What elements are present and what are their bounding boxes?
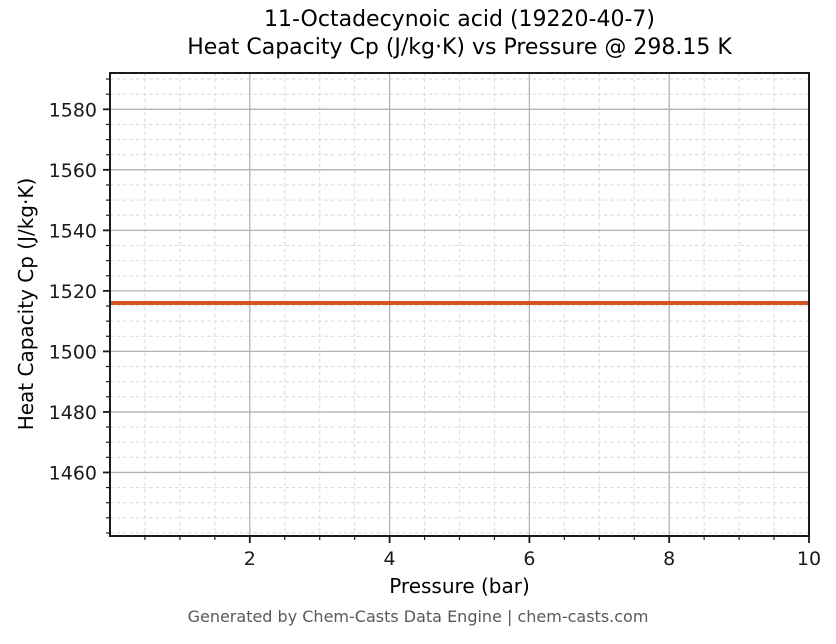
x-tick-label: 6 xyxy=(523,548,535,570)
y-tick-label: 1540 xyxy=(49,220,97,242)
x-tick-label: 4 xyxy=(384,548,396,570)
x-tick-label: 2 xyxy=(244,548,256,570)
x-tick-label: 8 xyxy=(663,548,675,570)
chart-title-line2: Heat Capacity Cp (J/kg·K) vs Pressure @ … xyxy=(187,35,732,60)
x-tick-label: 10 xyxy=(797,548,821,570)
y-tick-label: 1580 xyxy=(49,99,97,121)
y-tick-label: 1560 xyxy=(49,160,97,182)
chart-title-line1: 11-Octadecynoic acid (19220-40-7) xyxy=(264,7,655,32)
chart-title: 11-Octadecynoic acid (19220-40-7) Heat C… xyxy=(110,6,809,62)
y-tick-label: 1500 xyxy=(49,341,97,363)
y-tick-label: 1460 xyxy=(49,462,97,484)
y-tick-label: 1480 xyxy=(49,402,97,424)
x-axis-label: Pressure (bar) xyxy=(389,574,530,598)
y-tick-label: 1520 xyxy=(49,281,97,303)
y-axis-label: Heat Capacity Cp (J/kg·K) xyxy=(14,177,38,431)
footer-credit: Generated by Chem-Casts Data Engine | ch… xyxy=(187,607,649,626)
